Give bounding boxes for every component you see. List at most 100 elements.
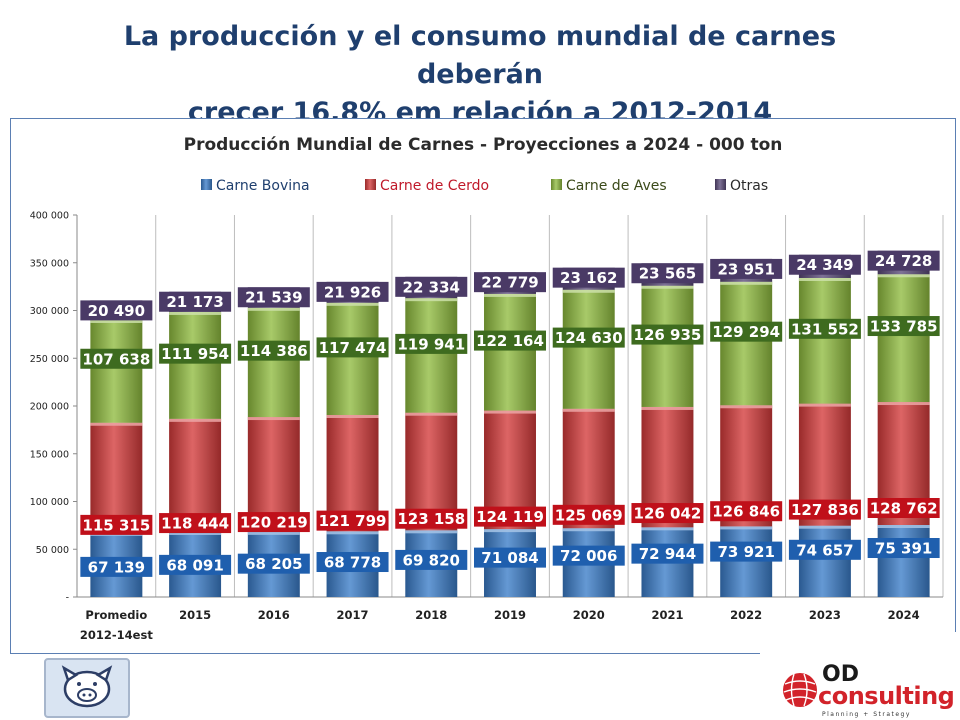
data-label-box-aves: [788, 318, 861, 339]
data-label-box-bovina: [159, 554, 232, 575]
data-label-bovina: 73 921: [717, 543, 774, 561]
data-label-cerdo: 121 799: [319, 512, 387, 530]
x-tick-label: 2017: [337, 608, 369, 622]
x-tick-label: Promedio: [85, 608, 147, 622]
data-label-cerdo: 124 119: [476, 508, 544, 526]
bar-cap-cerdo: [169, 418, 222, 422]
y-tick-label: 400 000: [30, 211, 69, 222]
bar-cap-aves: [326, 302, 379, 306]
data-label-box-otras: [80, 300, 153, 321]
data-label-otras: 23 951: [717, 260, 774, 278]
legend-swatch-cerdo: [365, 179, 376, 190]
data-label-box-cerdo: [80, 514, 153, 535]
bar-cap-aves: [90, 319, 143, 323]
bar-cap-bovina: [877, 525, 930, 529]
bar-cap-aves: [720, 281, 773, 285]
data-label-box-aves: [237, 340, 310, 361]
bar-cap-cerdo: [247, 417, 300, 421]
data-label-box-cerdo: [316, 510, 389, 531]
data-label-box-cerdo: [552, 504, 625, 525]
data-label-cerdo: 115 315: [82, 516, 150, 534]
y-tick-label: -: [66, 593, 69, 604]
bar-aves: [641, 285, 694, 407]
data-label-cerdo: 126 042: [634, 505, 702, 523]
bar-aves: [562, 289, 615, 409]
data-label-box-otras: [159, 291, 232, 312]
data-label-aves: 133 785: [870, 318, 938, 336]
data-label-aves: 114 386: [240, 342, 308, 360]
data-label-bovina: 67 139: [88, 558, 145, 576]
data-label-cerdo: 126 846: [712, 503, 780, 521]
data-label-box-cerdo: [474, 506, 546, 527]
data-label-box-aves: [552, 327, 625, 348]
legend-swatch-otras: [715, 179, 726, 190]
bar-cap-aves: [798, 277, 851, 281]
x-tick-label: 2021: [651, 608, 683, 622]
bar-cap-cerdo: [484, 410, 536, 414]
data-label-box-bovina: [395, 549, 468, 570]
data-label-bovina: 71 084: [481, 549, 538, 567]
data-label-aves: 122 164: [476, 332, 544, 350]
od-consulting-logo: OD consulting Planning + Strategy: [760, 632, 956, 720]
legend-label-cerdo: Carne de Cerdo: [380, 178, 489, 194]
data-label-otras: 24 728: [875, 252, 932, 270]
globe-icon: [783, 673, 817, 707]
bar-aves: [326, 302, 379, 415]
bar-cap-bovina: [169, 531, 222, 535]
data-label-aves: 131 552: [791, 320, 859, 338]
data-label-box-otras: [395, 276, 468, 297]
data-label-cerdo: 118 444: [161, 515, 229, 533]
data-label-box-cerdo: [631, 503, 704, 524]
data-label-cerdo: 125 069: [555, 506, 623, 524]
data-label-cerdo: 128 762: [870, 500, 938, 518]
legend-label-otras: Otras: [730, 178, 768, 194]
slide-title: La producción y el consumo mundial de ca…: [60, 18, 900, 132]
data-label-box-otras: [552, 267, 625, 288]
bar-cap-bovina: [562, 528, 615, 532]
bar-aves: [169, 311, 222, 419]
y-tick-label: 300 000: [30, 306, 69, 317]
bar-aves: [90, 319, 143, 423]
data-label-box-bovina: [474, 547, 546, 568]
data-label-cerdo: 123 158: [397, 510, 465, 528]
bar-cap-cerdo: [405, 412, 458, 416]
data-label-box-otras: [631, 263, 704, 284]
data-label-box-aves: [867, 316, 940, 337]
data-label-box-aves: [474, 330, 546, 351]
y-tick-label: 250 000: [30, 354, 69, 365]
data-label-box-aves: [316, 337, 389, 358]
bar-aves: [877, 274, 930, 403]
data-label-box-bovina: [80, 556, 153, 577]
x-tick-label: 2015: [179, 608, 211, 622]
bar-bovina: [798, 525, 851, 597]
data-label-otras: 24 349: [796, 256, 853, 274]
y-tick-label: 50 000: [36, 545, 69, 556]
bar-cap-cerdo: [90, 422, 143, 426]
data-label-otras: 23 565: [639, 265, 696, 283]
bar-aves: [798, 277, 851, 404]
x-tick-label: 2018: [415, 608, 447, 622]
bar-cap-aves: [877, 274, 930, 278]
data-label-bovina: 68 205: [245, 555, 302, 573]
data-label-box-bovina: [631, 543, 704, 564]
data-label-box-otras: [237, 287, 310, 308]
data-label-otras: 20 490: [88, 302, 145, 320]
data-label-box-cerdo: [788, 499, 861, 520]
bar-cap-bovina: [798, 525, 851, 529]
data-label-aves: 129 294: [712, 323, 780, 341]
data-label-box-aves: [631, 324, 704, 345]
bar-cap-cerdo: [877, 402, 930, 406]
data-label-box-bovina: [552, 545, 625, 566]
data-label-box-cerdo: [159, 513, 232, 534]
bar-bovina: [720, 526, 773, 597]
bar-cap-bovina: [720, 526, 773, 530]
data-label-bovina: 69 820: [403, 551, 460, 569]
data-label-box-bovina: [710, 541, 783, 562]
bar-aves: [484, 293, 536, 411]
y-tick-label: 100 000: [30, 497, 69, 508]
pig-logo: [44, 658, 130, 718]
bar-aves: [405, 298, 458, 413]
pig-icon: [61, 665, 113, 708]
brand-tagline: Planning + Strategy: [822, 711, 911, 718]
data-label-box-bovina: [237, 553, 310, 574]
